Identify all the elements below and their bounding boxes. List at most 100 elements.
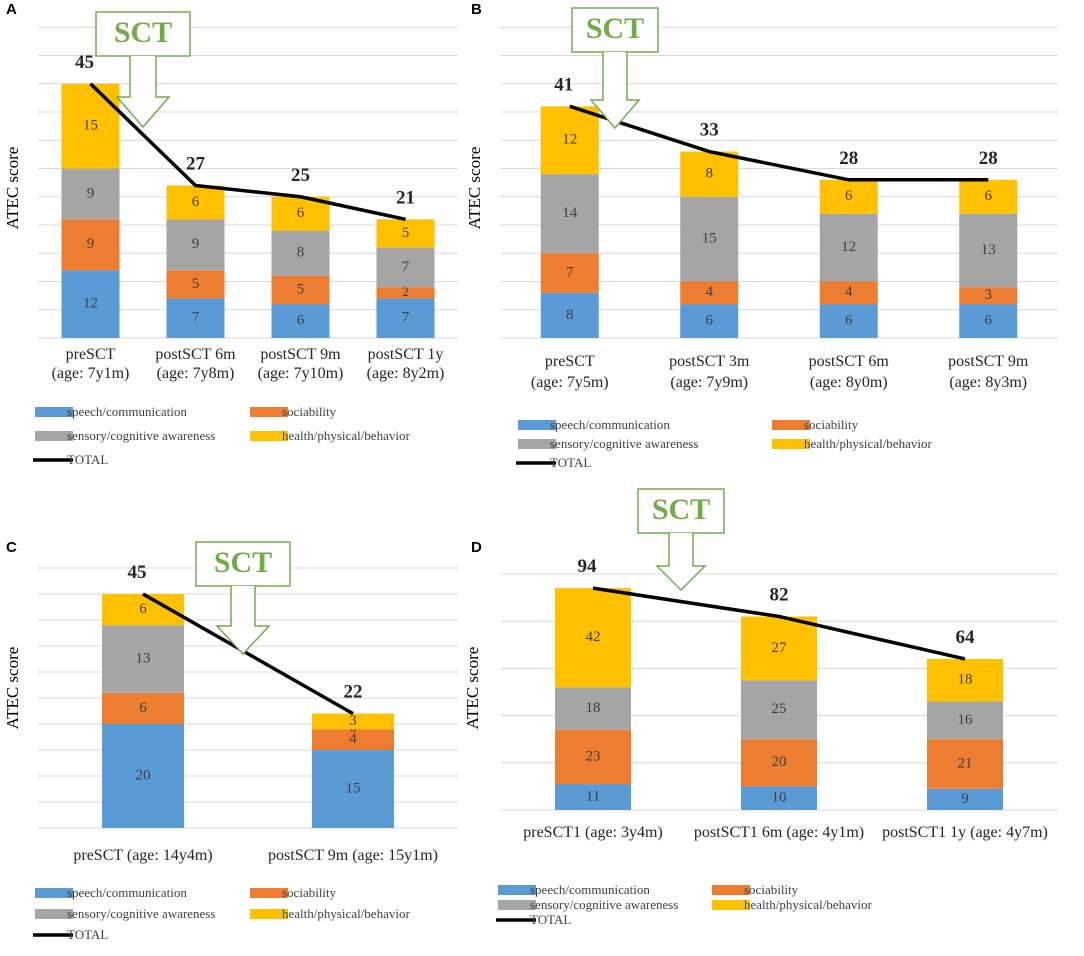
legend-label-health: health/physical/behavior [744,897,872,912]
x-tick-label: (age: 7y1m) [52,365,130,382]
bar-segment-sociability [741,739,817,787]
bar-segment-sociability [166,270,225,299]
bar-segment-speech [741,786,817,810]
bar-segment-sociability [540,253,599,293]
legend-label-total: TOTAL [530,912,571,927]
panel-label: C [6,539,17,556]
data-label: 27 [772,640,788,656]
legend-swatch-sociability [772,420,810,430]
legend-label-speech: speech/communication [67,885,187,900]
data-label: 8 [566,307,574,323]
data-label: 15 [702,231,717,247]
sct-arrow-icon [215,586,271,656]
legend-label-sociability: sociability [804,417,859,432]
data-label: 9 [961,791,969,807]
legend-swatch-sociability [712,885,750,895]
total-label: 45 [128,562,147,583]
total-line [142,592,354,716]
bar-segment-speech [959,304,1018,338]
data-label: 6 [845,188,853,204]
legend-label-sensory: sensory/cognitive awareness [550,436,698,451]
data-label: 4 [349,731,357,747]
data-label: 6 [985,312,993,328]
legend-label-sensory: sensory/cognitive awareness [67,906,215,921]
legend-swatch-sensory [498,900,536,910]
data-label: 16 [958,712,974,728]
x-tick-label: (age: 8y0m) [810,374,888,391]
bar-segment-speech [819,304,878,338]
data-label: 6 [706,312,714,328]
total-label: 22 [344,682,363,703]
data-label: 6 [139,700,147,716]
data-label: 7 [402,259,410,275]
data-label: 6 [139,601,147,617]
x-tick-label: postSCT 9m (age: 15y1m) [268,847,438,864]
legend-swatch-speech [518,420,556,430]
x-tick-label: postSCT 9m [948,353,1029,370]
data-label: 8 [706,166,714,182]
bar-segment-speech [927,788,1003,810]
data-label: 9 [87,236,95,252]
x-tick-label: (age: 7y10m) [258,365,344,382]
x-tick-label: postSCT 6m [155,346,236,363]
data-label: 2 [402,284,409,299]
legend-label-speech: speech/communication [67,404,187,419]
bar-segment-health [819,179,878,214]
x-tick-label: postSCT 1y [368,346,444,363]
sct-annotation: SCT [586,12,644,45]
legend-swatch-sensory [35,909,73,919]
total-label: 45 [75,52,94,73]
bar-segment-sensory [959,213,1018,288]
y-axis-label: ATEC score [3,147,22,230]
total-line [89,82,406,222]
bar-segment-sociability [959,287,1018,305]
x-tick-label: (age: 8y2m) [367,365,445,382]
x-tick-label: postSCT 9m [260,346,341,363]
total-label: 64 [956,627,976,648]
legend-label-speech: speech/communication [530,882,650,897]
data-label: 4 [706,284,714,300]
bar-segment-speech [376,298,435,338]
data-label: 6 [297,312,305,328]
data-label: 5 [297,281,305,297]
data-label: 5 [192,276,200,292]
legend-swatch-health [250,909,288,919]
data-label: 11 [586,788,600,804]
chart-panel-d: D ATEC score 11 23 18 42 10 20 25 27 9 21 16 18 94 82 64… [463,488,1058,927]
bar-segment-sociability [927,739,1003,789]
legend-label-health: health/physical/behavior [282,906,410,921]
data-label: 14 [562,205,578,221]
legend-label-total: TOTAL [67,927,108,942]
data-label: 18 [586,700,601,716]
x-tick-label: postSCT1 1y (age: 4y7m) [882,824,1048,841]
chart-panel-b: B ATEC score 8 7 14 12 6 4 15 8 6 4 12 6 6 3 13 6 41 33 28 28… [465,1,1058,470]
legend-swatch-sociability [250,888,288,898]
legend: speech/communication sociability sensory/c… [33,404,410,467]
data-label: 9 [87,185,95,201]
bar-segment-health [959,179,1018,214]
bar-segment-sensory [61,168,120,220]
bar-segment-sensory [555,687,631,730]
legend-swatch-health [712,900,750,910]
x-tick-label: postSCT 6m [809,353,890,370]
data-label: 6 [192,194,200,210]
sct-arrow-icon [655,533,707,592]
data-label: 7 [192,310,200,326]
bar-segment-sensory [741,680,817,740]
data-label: 42 [586,629,601,645]
legend-swatch-sociability [250,407,288,417]
sct-annotation: SCT [652,493,710,526]
bar-segment-health [741,616,817,681]
total-label: 27 [186,153,206,174]
bar-segment-speech [271,304,330,338]
data-label: 6 [985,188,993,204]
sct-callout-box [95,11,191,57]
panel-label: B [471,1,482,18]
data-label: 21 [958,755,973,771]
total-label: 28 [979,148,998,169]
bar-segment-health [680,151,739,197]
y-axis-label: ATEC score [3,647,22,730]
total-label: 25 [291,165,310,186]
data-label: 18 [958,672,973,688]
